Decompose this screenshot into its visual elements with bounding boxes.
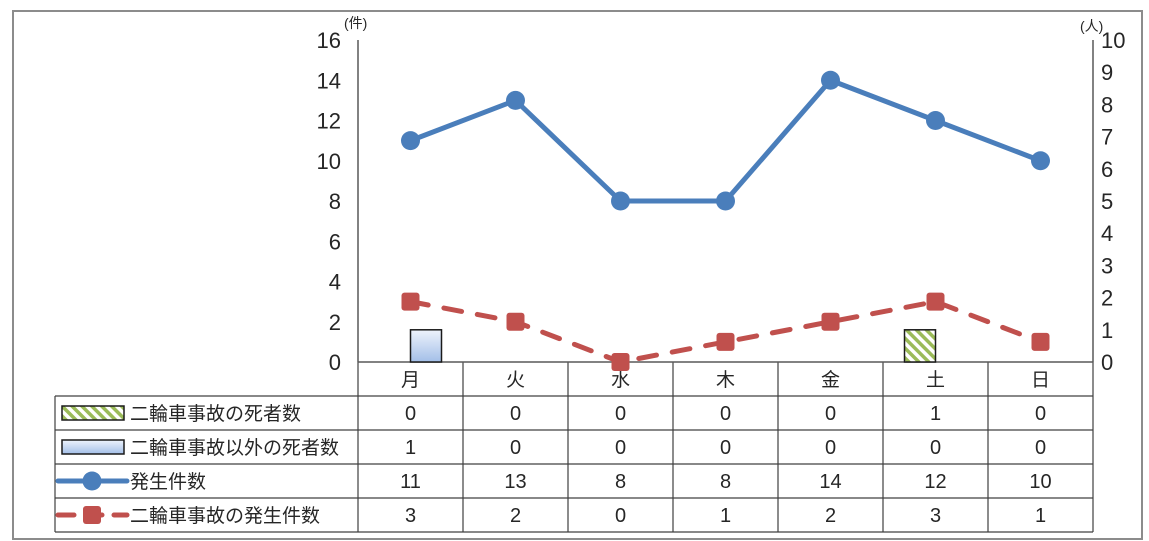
table-cell-value: 0 (615, 403, 626, 425)
chart-frame (12, 10, 1143, 540)
category-label: 土 (926, 369, 945, 391)
table-cell-value: 1 (930, 403, 941, 425)
right-tick-label: 7 (1101, 125, 1113, 150)
data-point-marker (506, 312, 525, 331)
table-cell-value: 0 (720, 403, 731, 425)
table-cell-value: 2 (825, 505, 836, 527)
category-label: 金 (821, 369, 840, 391)
table-cell-value: 2 (510, 505, 521, 527)
table-cell-value: 12 (924, 471, 946, 493)
table-cell-value: 0 (825, 403, 836, 425)
series-name-label: 二輪車事故の発生件数 (130, 505, 320, 527)
table-cell-value: 13 (504, 471, 526, 493)
table-cell-value: 0 (1035, 403, 1046, 425)
left-tick-label: 16 (317, 28, 341, 53)
table-cell-value: 0 (510, 437, 521, 459)
left-tick-label: 8 (329, 189, 341, 214)
category-label: 水 (611, 369, 630, 391)
data-point-marker (821, 70, 840, 90)
table-cell-value: 0 (615, 437, 626, 459)
table-cell-value: 1 (1035, 505, 1046, 527)
series-name-label: 二輪車事故以外の死者数 (130, 437, 339, 459)
data-point-marker (716, 332, 735, 351)
table-cell-value: 0 (825, 437, 836, 459)
left-tick-label: 12 (317, 109, 341, 134)
left-axis-unit-label: (件) (344, 15, 367, 31)
series-name-label: 二輪車事故の死者数 (130, 403, 301, 425)
left-tick-label: 2 (329, 310, 341, 335)
right-tick-label: 2 (1101, 286, 1113, 311)
lines-layer (401, 70, 1050, 371)
data-point-marker (611, 191, 630, 211)
table-cell-value: 10 (1029, 471, 1051, 493)
data-table: 月火水木金土日二輪車事故の死者数 0 0 0 0 0 1 0二輪車事故以外の死者数 1 0 0 0 0 0… (54, 362, 1094, 533)
data-point-marker (611, 353, 630, 371)
data-point-marker (926, 292, 945, 311)
right-tick-label: 6 (1101, 157, 1113, 182)
right-tick-label: 5 (1101, 189, 1113, 214)
table-cell-value: 0 (1035, 437, 1046, 459)
legend-key-marker (83, 506, 101, 524)
left-tick-label: 10 (317, 149, 341, 174)
left-tick-label: 14 (317, 68, 341, 93)
table-cell-value: 0 (720, 437, 731, 459)
series-name-label: 発生件数 (130, 471, 206, 493)
right-tick-label: 1 (1101, 318, 1113, 343)
data-point-marker (716, 191, 735, 211)
data-point-marker (821, 312, 840, 331)
category-label: 火 (506, 370, 525, 391)
right-tick-label: 9 (1101, 60, 1113, 85)
right-tick-label: 10 (1101, 28, 1125, 53)
legend-key-marker (82, 471, 102, 491)
category-label: 木 (716, 369, 735, 391)
left-tick-label: 6 (329, 229, 341, 254)
right-tick-label: 4 (1101, 221, 1113, 246)
legend-key-hatched-bar (61, 405, 125, 421)
data-point-marker (506, 90, 525, 110)
left-tick-label: 0 (329, 350, 341, 375)
data-point-marker (401, 131, 420, 151)
bars-layer (409, 329, 937, 363)
table-cell-value: 0 (615, 505, 626, 527)
right-tick-label: 0 (1101, 350, 1113, 375)
table-cell-value: 0 (405, 403, 416, 425)
table-cell-value: 1 (405, 437, 416, 459)
data-point-marker (926, 111, 945, 130)
bar-mark (409, 329, 443, 363)
table-cell-value: 0 (930, 437, 941, 459)
table-cell-value: 1 (720, 505, 731, 527)
bar-mark (903, 329, 937, 363)
right-axis-unit-label: (人) (1080, 18, 1103, 34)
data-point-marker (1031, 151, 1050, 171)
legend-key-bar (61, 439, 125, 455)
left-tick-label: 4 (329, 270, 341, 295)
table-cell-value: 3 (930, 505, 941, 527)
right-tick-label: 8 (1101, 92, 1113, 117)
category-label: 日 (1031, 370, 1050, 391)
table-cell-value: 8 (720, 471, 731, 493)
data-point-marker (401, 292, 420, 311)
category-label: 月 (401, 370, 420, 391)
table-cell-value: 3 (405, 505, 416, 527)
right-tick-label: 3 (1101, 253, 1113, 278)
table-cell-value: 11 (400, 471, 421, 493)
table-cell-value: 0 (510, 403, 521, 425)
data-point-marker (1031, 332, 1050, 351)
table-cell-value: 14 (819, 471, 841, 493)
table-cell-value: 8 (615, 471, 626, 493)
